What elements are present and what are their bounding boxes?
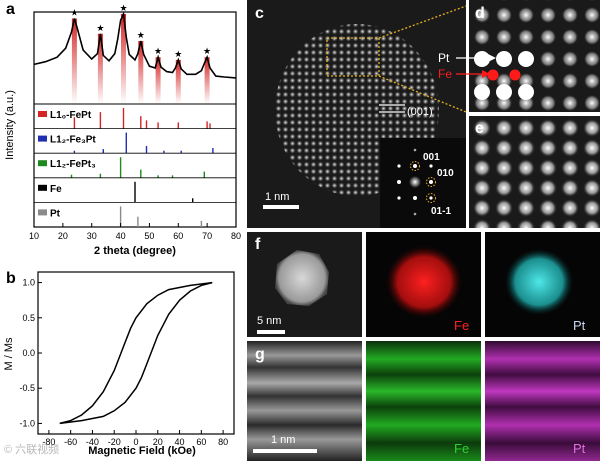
- stem-image-c: (001) 001 010 01-1 1 nm: [247, 0, 466, 228]
- hyst-xtick-label: -40: [86, 437, 99, 447]
- pt-label-g: Pt: [573, 441, 586, 456]
- xrd-peak-fill: [97, 33, 103, 104]
- xrd-xtick-label: 80: [231, 231, 241, 241]
- fe-label: Fe: [438, 67, 452, 81]
- xrd-ref-swatch: [38, 135, 47, 142]
- xrd-peak-fill: [155, 57, 161, 104]
- xrd-peak-star: ★: [174, 49, 182, 59]
- hyst-xtick-label: 40: [175, 437, 185, 447]
- xrd-ref-swatch: [38, 209, 47, 216]
- fft-label-001: 001: [423, 152, 440, 163]
- fe-label-f: Fe: [454, 318, 469, 333]
- xrd-ref-label: L1₂-FePt₃: [50, 159, 96, 170]
- hyst-ascending-branch: [59, 281, 213, 425]
- fe-label-g: Fe: [454, 441, 469, 456]
- xrd-peak-fill: [204, 57, 210, 104]
- pt-map-f: Pt: [485, 232, 600, 337]
- hyst-xtick-label: -60: [64, 437, 77, 447]
- scale-label-c: 1 nm: [265, 191, 289, 203]
- hyst-ytick-label: -0.5: [19, 383, 35, 393]
- hyst-xtick-label: -20: [108, 437, 121, 447]
- hyst-xtick-label: 20: [153, 437, 163, 447]
- xrd-xtick-label: 60: [173, 231, 183, 241]
- xrd-xtick-label: 70: [202, 231, 212, 241]
- hyst-xtick-label: 80: [218, 437, 228, 447]
- fe-pointer: Fe: [438, 66, 498, 82]
- hyst-ytick-label: -1.0: [19, 418, 35, 428]
- haadf-image-f: 5 nm: [247, 232, 362, 337]
- panel-label-d: d: [475, 5, 485, 22]
- hyst-xtick-label: 60: [196, 437, 206, 447]
- xrd-peak-fill: [121, 14, 126, 104]
- xrd-ylabel: Intensity (a.u.): [4, 90, 16, 160]
- fft-inset: [380, 138, 466, 228]
- panel-label-g: g: [255, 346, 265, 363]
- xrd-xtick-label: 50: [144, 231, 154, 241]
- xrd-ref-swatch: [38, 160, 47, 167]
- haadf-image-g: 1 nm: [247, 341, 362, 461]
- fe-map-f: Fe: [366, 232, 481, 337]
- hyst-xlabel: Magnetic Field (kOe): [88, 445, 196, 457]
- hyst-frame: [37, 271, 235, 435]
- xrd-ref-swatch: [38, 184, 47, 191]
- scale-label-g: 1 nm: [271, 434, 295, 446]
- xrd-frame: [33, 11, 237, 228]
- panel-label-b: b: [6, 270, 16, 287]
- xrd-peak-fill: [71, 18, 77, 104]
- hyst-xtick-label: 0: [133, 437, 138, 447]
- xrd-xtick-label: 30: [87, 231, 97, 241]
- xrd-xtick-label: 40: [116, 231, 126, 241]
- xrd-ref-label: L1₂-Fe₃Pt: [50, 135, 96, 146]
- hyst-descending-branch: [59, 281, 213, 425]
- panel-label-c: c: [255, 5, 264, 22]
- hyst-ytick-label: 0.5: [22, 313, 35, 323]
- xrd-xlabel: 2 theta (degree): [94, 245, 176, 257]
- fft-label-010: 010: [437, 168, 454, 179]
- zoom-box: [326, 37, 380, 77]
- watermark: © 六联视频: [4, 444, 60, 456]
- hyst-ylabel: M / Ms: [3, 337, 15, 370]
- xrd-peak-star: ★: [137, 30, 145, 40]
- xrd-chart: ★ ★ ★ ★ ★ ★ ★ L1₀-FePt L1₂-Fe₃Pt L1₂-FePt₃ Fe Pt 1…: [4, 3, 241, 257]
- simulated-image-e: [469, 116, 600, 228]
- panel-label-e: e: [475, 120, 484, 137]
- panel-label-f: f: [255, 236, 261, 253]
- hyst-xtick-label: -80: [42, 437, 55, 447]
- xrd-peak-star: ★: [70, 8, 78, 18]
- pt-atom-markers: [474, 51, 534, 100]
- xrd-peak-star: ★: [96, 23, 104, 33]
- fe-atom-markers: [487, 69, 521, 81]
- plane-label: (001): [407, 106, 433, 118]
- xrd-ref-label: Fe: [50, 184, 62, 195]
- xrd-xtick-label: 10: [29, 231, 39, 241]
- pt-pointer: Pt: [438, 50, 498, 66]
- hyst-ytick-label: 1.0: [22, 278, 35, 288]
- xrd-peak-fill: [138, 41, 144, 104]
- xrd-peak-star: ★: [203, 46, 211, 56]
- panel-label-a: a: [6, 1, 15, 18]
- zoom-line-top: [378, 5, 466, 39]
- fft-label-01-1: 01-1: [431, 206, 451, 217]
- xrd-profile-line: [33, 11, 237, 79]
- pt-label: Pt: [438, 51, 450, 65]
- fe-map-g: Fe: [366, 341, 481, 461]
- xrd-ref-swatch: [38, 111, 47, 117]
- xrd-peak-star: ★: [119, 3, 127, 13]
- scale-label-f: 5 nm: [257, 315, 281, 327]
- xrd-peak-star: ★: [154, 46, 162, 56]
- hyst-ytick-label: 0.0: [22, 348, 35, 358]
- pt-label-f: Pt: [573, 318, 586, 333]
- xrd-xtick-label: 20: [58, 231, 68, 241]
- xrd-ref-label: Pt: [50, 208, 61, 219]
- xrd-ref-label: L1₀-FePt: [50, 110, 92, 121]
- hysteresis-chart: -80 -60 -40 -20 0 20 40 60 80 -1.0 -0.5 0.0 0.5 1.0 M…: [3, 271, 235, 457]
- xrd-peak-fill: [175, 59, 181, 104]
- pt-map-g: Pt: [485, 341, 600, 461]
- nanoparticle: [275, 250, 329, 306]
